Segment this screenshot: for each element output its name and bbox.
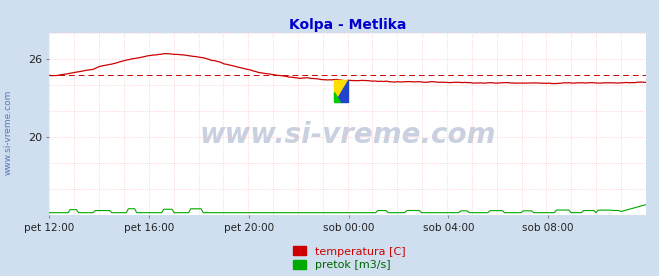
Text: www.si-vreme.com: www.si-vreme.com (4, 90, 13, 175)
Polygon shape (335, 92, 341, 102)
Text: www.si-vreme.com: www.si-vreme.com (200, 121, 496, 149)
Polygon shape (335, 81, 348, 102)
Legend: temperatura [C], pretok [m3/s]: temperatura [C], pretok [m3/s] (293, 246, 406, 270)
Polygon shape (335, 81, 348, 102)
Title: Kolpa - Metlika: Kolpa - Metlika (289, 18, 407, 32)
